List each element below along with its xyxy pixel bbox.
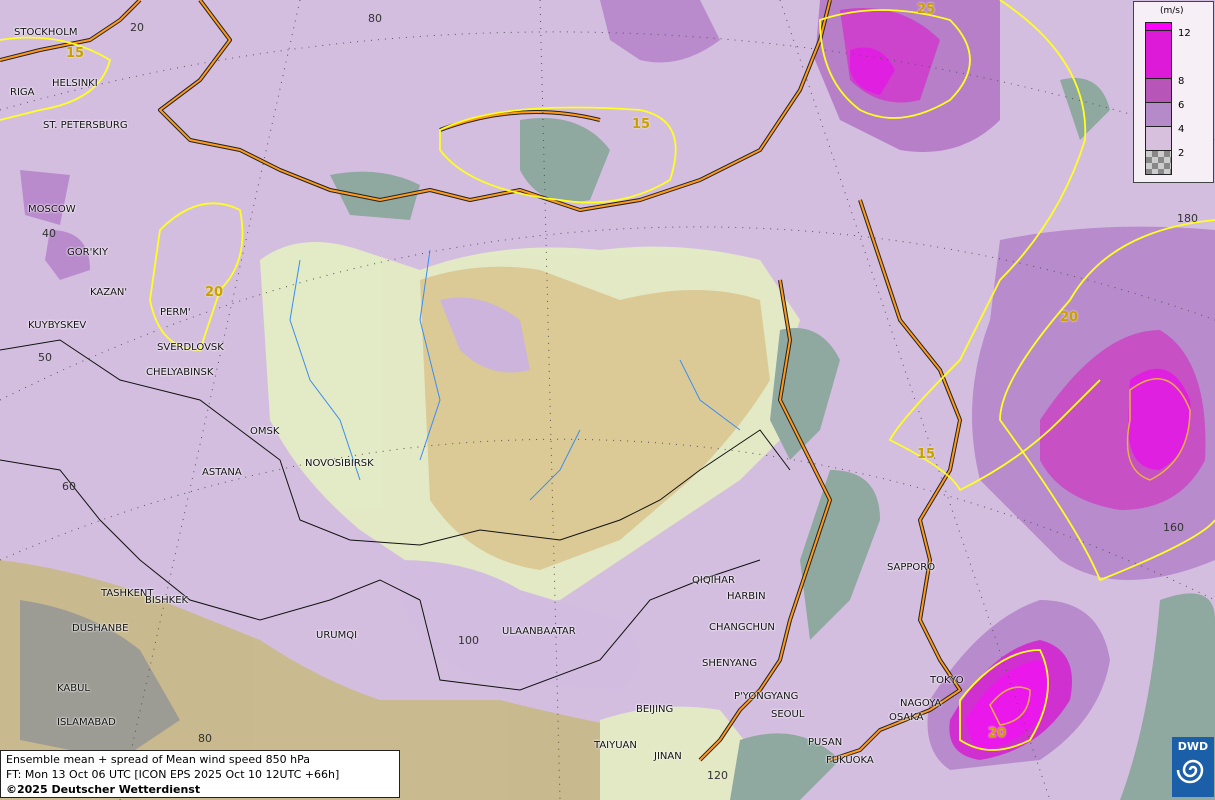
city-label: SVERDLOVSK	[157, 342, 224, 353]
city-label: BEIJING	[636, 704, 674, 715]
city-label: SHENYANG	[702, 658, 758, 669]
legend-swatch	[1146, 127, 1171, 151]
coastlines-color	[0, 0, 961, 761]
city-label: NOVOSIBIRSK	[305, 458, 374, 469]
grid-label: 60	[62, 480, 76, 493]
city-label: PERM'	[160, 307, 191, 318]
copyright: ©2025 Deutscher Wetterdienst	[6, 783, 201, 796]
city-label: ULAANBAATAR	[502, 626, 576, 637]
city-label: FUKUOKA	[826, 755, 874, 766]
legend-tick: 12	[1178, 28, 1191, 39]
contour-label: 20	[1060, 310, 1079, 325]
city-label: QIQIHAR	[692, 575, 735, 586]
contour-label: 15	[632, 117, 651, 132]
city-label: KAZAN'	[90, 287, 128, 298]
contour-label: 15	[66, 46, 85, 61]
map-caption: Ensemble mean + spread of Mean wind spee…	[0, 750, 400, 798]
swirl-icon	[1176, 759, 1204, 784]
city-label: TAIYUAN	[594, 740, 637, 751]
grid-label: 80	[198, 732, 212, 745]
city-label: GOR'KIY	[67, 247, 108, 258]
grid-label: 180	[1177, 212, 1198, 225]
map-title: Ensemble mean + spread of Mean wind spee…	[6, 753, 310, 766]
city-label: PUSAN	[808, 737, 843, 748]
dwd-logo: DWD	[1172, 737, 1214, 797]
city-label: KUYBYSKEV	[28, 320, 87, 331]
borders	[0, 339, 791, 691]
legend-tick: 6	[1178, 100, 1185, 111]
legend-tick: 4	[1178, 124, 1185, 135]
city-label: BISHKEK	[145, 595, 189, 606]
grid-label: 20	[130, 21, 144, 34]
city-label: HELSINKI	[52, 78, 98, 89]
city-label: JINAN	[654, 751, 682, 762]
city-label: OSAKA	[889, 712, 924, 723]
city-label: KABUL	[57, 683, 90, 694]
contour-label: 25	[917, 2, 936, 17]
grid-label: 80	[368, 12, 382, 25]
city-label: TOKYO	[930, 675, 964, 686]
grid-label: 50	[38, 351, 52, 364]
isotach-contours-inner	[989, 378, 1191, 726]
grid-label: 160	[1163, 521, 1184, 534]
contour-label: 20	[205, 285, 224, 300]
legend-swatch	[1146, 103, 1171, 127]
legend-unit: (m/s)	[1160, 6, 1184, 16]
city-label: SEOUL	[771, 709, 805, 720]
legend-swatch	[1146, 31, 1171, 79]
city-label: DUSHANBE	[72, 623, 129, 634]
rivers	[289, 249, 741, 501]
legend-tick: 8	[1178, 76, 1185, 87]
logo-text: DWD	[1177, 740, 1209, 753]
city-label: P'YONGYANG	[734, 691, 799, 702]
city-label: URUMQI	[316, 630, 358, 641]
city-label: ASTANA	[202, 467, 242, 478]
grid-label: 120	[707, 769, 728, 782]
grid-label: 40	[42, 227, 56, 240]
city-label: OMSK	[250, 426, 280, 437]
city-label: ISLAMABAD	[57, 717, 116, 728]
legend-swatch	[1146, 79, 1171, 103]
city-label: CHANGCHUN	[709, 622, 775, 633]
forecast-time: FT: Mon 13 Oct 06 UTC [ICON EPS 2025 Oct…	[6, 768, 340, 781]
city-label: SAPPORO	[887, 562, 936, 573]
legend-tick: 2	[1178, 148, 1185, 159]
contour-label: 20	[988, 726, 1007, 741]
grid-label: 100	[458, 634, 479, 647]
terrain	[0, 242, 800, 800]
isotach-contours	[0, 0, 1215, 751]
low-wind-areas	[330, 78, 1215, 800]
color-legend: (m/s) 12 8 6 4 2	[1133, 1, 1214, 183]
city-label: ST. PETERSBURG	[43, 120, 128, 131]
city-label: HARBIN	[727, 591, 766, 602]
city-label: STOCKHOLM	[14, 27, 78, 38]
wind-speed-shading	[20, 0, 1215, 770]
city-label: NAGOYA	[900, 698, 942, 709]
city-label: MOSCOW	[28, 204, 76, 215]
city-label: RIGA	[10, 87, 35, 98]
contour-label: 15	[917, 447, 936, 462]
legend-swatch	[1146, 23, 1171, 31]
legend-colorbar	[1145, 22, 1172, 175]
city-label: CHELYABINSK	[146, 367, 214, 378]
city-label: TASHKENT	[101, 588, 154, 599]
legend-swatch	[1146, 151, 1171, 174]
